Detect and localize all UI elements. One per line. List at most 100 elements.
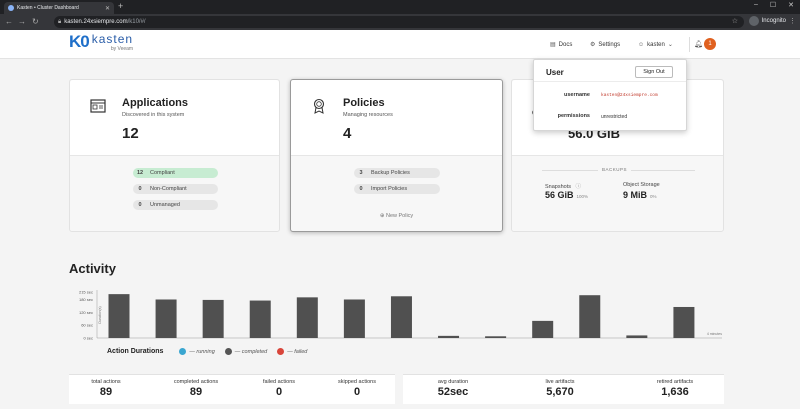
user-dropdown-title: User	[546, 68, 564, 77]
object-storage-value: 9 MiB 0%	[623, 190, 657, 200]
bar	[485, 336, 507, 338]
stat-value: 52sec	[437, 386, 469, 398]
incognito-indicator[interactable]: Incognito	[748, 16, 786, 26]
book-icon: ▤	[550, 42, 556, 48]
failed-actions: failed actions 0	[239, 379, 319, 398]
settings-label: Settings	[598, 41, 621, 48]
snapshots-value-text: 56 GiB	[545, 190, 574, 200]
incognito-icon	[748, 16, 759, 26]
logo-name: kasten	[91, 32, 134, 46]
y-tick-label: 120 sec	[79, 310, 93, 315]
stat-label: skipped actions	[338, 379, 376, 385]
y-tick-label: 215 sec	[79, 290, 93, 295]
snapshots-label-text: Snapshots	[545, 184, 571, 190]
y-tick-label: 180 sec	[79, 297, 93, 302]
settings-link[interactable]: ⚙ Settings	[590, 41, 621, 49]
pill-label: Non-Compliant	[150, 186, 187, 192]
user-icon: ☺	[638, 41, 645, 48]
tab-title: Kasten • Cluster Dashboard	[17, 5, 79, 11]
forward-icon[interactable]: →	[18, 17, 26, 26]
browser-toolbar: ← → ↻ 🔒︎ kasten.24xsiempre.com /k10/#/ ☆…	[0, 14, 800, 30]
backup-policies-pill[interactable]: 3 Backup Policies	[354, 168, 440, 178]
close-icon[interactable]: ✕	[104, 5, 110, 12]
browser-tab-bar: Kasten • Cluster Dashboard ✕ + – ☐ ✕	[0, 0, 800, 14]
skipped-actions: skipped actions 0	[319, 379, 395, 398]
y-tick-label: 60 sec	[81, 323, 93, 328]
address-bar[interactable]: 🔒︎ kasten.24xsiempre.com /k10/#/	[54, 16, 744, 28]
applications-count: 12	[122, 125, 139, 142]
new-policy-label: New Policy	[385, 213, 414, 219]
bar	[390, 296, 412, 338]
incognito-label: Incognito	[761, 18, 786, 24]
applications-title: Applications	[122, 97, 189, 109]
legend-failed-label: — failed	[287, 348, 308, 355]
stat-label: retired artifacts	[656, 379, 694, 385]
pill-count: 0	[138, 202, 142, 208]
bar	[438, 335, 460, 338]
applications-card[interactable]: Applications Discovered in this system 1…	[69, 79, 280, 232]
new-tab-icon[interactable]: +	[118, 1, 124, 11]
back-icon[interactable]: ←	[5, 17, 13, 26]
object-storage-percent: 0%	[650, 194, 657, 199]
import-policies-pill[interactable]: 0 Import Policies	[354, 184, 440, 194]
policies-card[interactable]: Policies Managing resources 4 3 Backup P…	[290, 79, 503, 232]
legend-completed-label: — completed	[234, 348, 268, 355]
reload-icon[interactable]: ↻	[32, 17, 39, 26]
unmanaged-pill[interactable]: 0 Unmanaged	[133, 200, 218, 210]
stat-value: 89	[99, 386, 113, 398]
pill-label: Import Policies	[371, 186, 408, 192]
sign-out-button[interactable]: Sign Out	[635, 66, 673, 78]
logo-byline: by Veeam	[110, 46, 134, 52]
user-menu[interactable]: ☺ kasten ⌄	[638, 41, 673, 49]
close-window-icon[interactable]: ✕	[788, 2, 794, 9]
avg-duration: avg duration 52sec	[413, 379, 493, 398]
bar	[343, 299, 365, 338]
docs-link[interactable]: ▤ Docs	[550, 41, 572, 49]
user-label: kasten	[647, 41, 665, 48]
pill-label: Backup Policies	[371, 170, 410, 176]
pill-count: 12	[136, 170, 144, 176]
applications-subtitle: Discovered in this system	[122, 112, 185, 118]
bar	[202, 299, 224, 338]
window-controls: – ☐ ✕	[754, 1, 794, 9]
non-compliant-pill[interactable]: 0 Non-Compliant	[133, 184, 218, 194]
action-totals: total actions 89 completed actions 89 fa…	[69, 374, 395, 404]
notification-badge[interactable]: 1	[704, 38, 716, 50]
policies-count: 4	[343, 125, 352, 142]
object-storage-value-text: 9 MiB	[623, 190, 648, 200]
artifact-totals: avg duration 52sec live artifacts 5,670 …	[403, 374, 724, 404]
minimize-icon[interactable]: –	[753, 1, 758, 8]
bookmark-star-icon[interactable]: ☆	[731, 18, 738, 25]
bell-icon[interactable]: 🔔︎	[694, 41, 703, 48]
policies-title: Policies	[343, 97, 385, 109]
user-dropdown: User Sign Out username kasten@24xsiempre…	[533, 59, 687, 131]
policies-subtitle: Managing resources	[343, 112, 393, 118]
help-icon[interactable]: ⓘ	[575, 184, 582, 190]
kasten-logo[interactable]: K0 kasten by Veeam	[69, 32, 134, 53]
y-axis-label: Duration(s)	[98, 306, 102, 323]
backups-section-label: BACKUPS	[598, 167, 632, 172]
bar	[673, 306, 695, 338]
bar	[532, 320, 554, 338]
legend-completed[interactable]: — completed	[224, 348, 268, 355]
snapshots-value: 56 GiB 100%	[545, 190, 588, 200]
permissions-value: unrestricted	[601, 114, 628, 120]
kasten-favicon-icon	[8, 5, 14, 11]
maximize-icon[interactable]: ☐	[769, 2, 777, 9]
lock-icon[interactable]: 🔒︎	[58, 18, 62, 25]
x-last-label: 4 minutes	[707, 332, 722, 336]
legend-running[interactable]: — running	[179, 348, 215, 355]
stat-value: 0	[275, 386, 283, 398]
stat-label: completed actions	[173, 379, 219, 385]
stat-label: live artifacts	[545, 379, 575, 385]
snapshots-percent: 100%	[576, 194, 589, 199]
legend-running-label: — running	[189, 348, 215, 355]
new-policy-link[interactable]: ⊕ New Policy	[291, 213, 502, 219]
legend-failed[interactable]: — failed	[277, 348, 307, 355]
bar	[296, 297, 318, 338]
browser-tab[interactable]: Kasten • Cluster Dashboard ✕	[4, 2, 114, 14]
total-actions: total actions 89	[69, 379, 143, 398]
live-artifacts: live artifacts 5,670	[520, 379, 600, 398]
browser-menu-icon[interactable]: ⋮	[789, 18, 796, 25]
compliant-pill[interactable]: 12 Compliant	[133, 168, 218, 178]
